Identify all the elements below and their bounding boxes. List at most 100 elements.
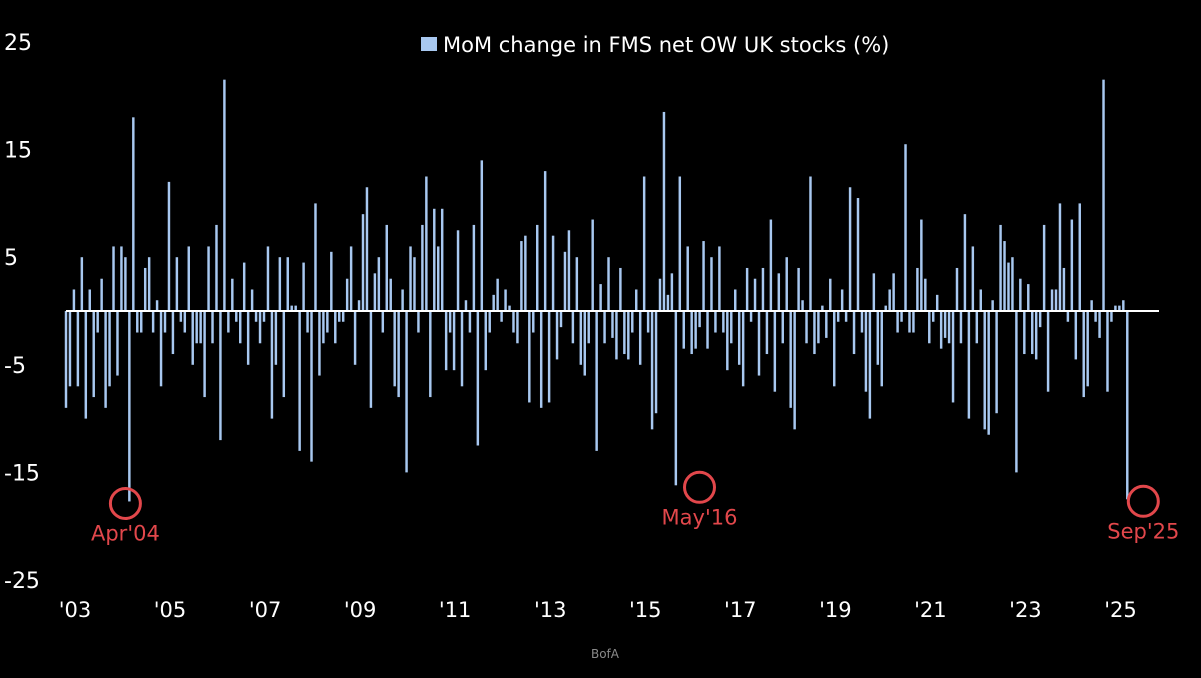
- x-axis-ticks: '03 '05 '07 '09 '11 '13 '15 '17 '19 '21 '23 '25: [59, 598, 1137, 622]
- annotation-label: May'16: [662, 505, 738, 529]
- bar: [100, 278, 103, 311]
- bar: [547, 311, 551, 403]
- bar: [813, 311, 816, 355]
- bar: [456, 230, 460, 311]
- bar: [151, 311, 155, 333]
- annotation-circle: [108, 487, 142, 520]
- bar: [1110, 311, 1113, 322]
- bar: [524, 235, 527, 311]
- bar: [361, 214, 365, 311]
- bar: [405, 311, 408, 473]
- bar: [611, 311, 614, 338]
- bar: [187, 246, 190, 311]
- bar: [468, 311, 472, 333]
- bar: [658, 278, 662, 311]
- bar: [421, 224, 424, 311]
- bar: [211, 311, 214, 344]
- y-tick-label: -25: [4, 569, 40, 594]
- bar: [219, 311, 222, 441]
- bar: [357, 300, 361, 311]
- bar: [761, 267, 765, 311]
- bar: [757, 311, 761, 376]
- bar: [575, 257, 579, 311]
- bar: [318, 311, 321, 376]
- y-axis-ticks: 25 15 5 -5 -15 -25: [4, 31, 40, 594]
- bar: [112, 246, 115, 311]
- bar: [638, 311, 642, 365]
- bar: [920, 219, 923, 311]
- bar: [88, 289, 91, 311]
- x-tick-label: '11: [439, 598, 472, 622]
- bar: [274, 311, 278, 365]
- bar: [860, 311, 864, 333]
- bar: [1034, 311, 1038, 360]
- bar-series: [64, 79, 1129, 502]
- bar: [1054, 289, 1058, 311]
- bar: [785, 257, 788, 311]
- bar: [1122, 300, 1125, 311]
- bar: [452, 311, 456, 371]
- annotations: Apr'04 May'16 Sep'25: [91, 470, 1179, 546]
- bar: [880, 311, 883, 387]
- bar: [1062, 267, 1066, 311]
- y-tick-label: -15: [4, 461, 40, 486]
- bar: [235, 311, 238, 322]
- bar: [286, 257, 289, 311]
- bar: [175, 257, 179, 311]
- bar: [1015, 311, 1018, 473]
- bar: [821, 305, 824, 311]
- bar: [1011, 257, 1014, 311]
- bar: [555, 311, 559, 360]
- bar: [488, 311, 491, 333]
- bar: [409, 246, 412, 311]
- bar: [848, 187, 852, 311]
- bar: [298, 311, 301, 451]
- bar: [179, 311, 183, 322]
- bar: [686, 246, 689, 311]
- bar: [262, 311, 266, 322]
- bar: [484, 311, 487, 371]
- bar: [294, 305, 297, 311]
- legend: MoM change in FMS net OW UK stocks (%): [421, 33, 889, 57]
- bar: [516, 311, 519, 344]
- bar: [532, 311, 535, 333]
- bar: [369, 311, 373, 408]
- bar: [140, 311, 143, 333]
- bar: [290, 305, 293, 311]
- bar: [1074, 311, 1078, 360]
- y-tick-label: 25: [4, 31, 32, 56]
- bar: [322, 311, 325, 344]
- bar: [694, 311, 697, 349]
- x-tick-label: '17: [724, 598, 757, 622]
- bar: [714, 311, 717, 333]
- bar: [1050, 289, 1054, 311]
- bar: [472, 224, 476, 311]
- bar: [947, 311, 951, 344]
- bar: [1078, 203, 1081, 311]
- bar: [579, 311, 583, 365]
- bar: [136, 311, 139, 333]
- bar: [844, 311, 848, 322]
- bar: [341, 311, 345, 322]
- bar: [864, 311, 868, 392]
- bar: [528, 311, 531, 403]
- bar: [389, 278, 392, 311]
- bar: [872, 273, 876, 311]
- bar: [124, 257, 127, 311]
- bar: [928, 311, 931, 344]
- bar: [1114, 305, 1117, 311]
- bar: [147, 257, 151, 311]
- annotation-label: Sep'25: [1107, 519, 1179, 543]
- bar: [781, 311, 784, 344]
- bar: [504, 289, 507, 311]
- bar: [1038, 311, 1042, 328]
- bar: [971, 246, 975, 311]
- bar: [314, 203, 317, 311]
- bar: [500, 311, 503, 322]
- bar: [650, 311, 654, 430]
- annotation-circle: [683, 470, 716, 504]
- bar: [904, 144, 907, 311]
- bar: [199, 311, 202, 344]
- bar: [385, 224, 388, 311]
- bar: [615, 311, 618, 360]
